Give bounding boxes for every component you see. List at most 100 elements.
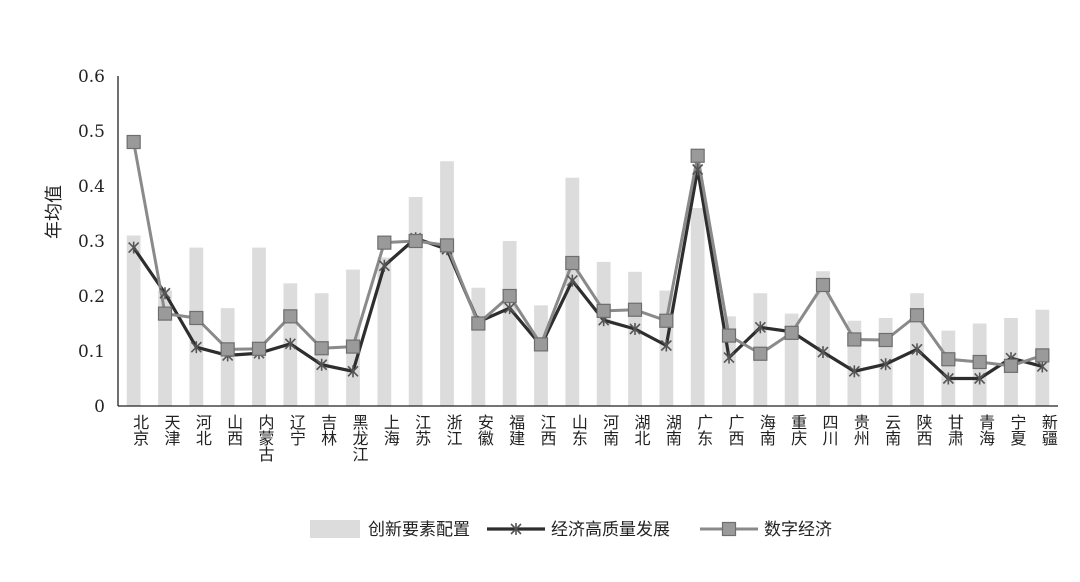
point-经济高质量发展-云南 xyxy=(880,358,892,371)
legend-label: 创新要素配置 xyxy=(368,520,470,540)
y-tick-label: 0.5 xyxy=(78,122,105,142)
bar-浙江 xyxy=(440,161,454,406)
y-tick-label: 0.1 xyxy=(78,342,105,362)
bar-上海 xyxy=(377,257,392,406)
category-label: 山西 xyxy=(224,414,243,446)
category-label: 海南 xyxy=(757,414,776,446)
point-数字经济-北京 xyxy=(126,134,141,150)
point-数字经济-四川 xyxy=(815,277,831,293)
category-label: 浙江 xyxy=(444,414,463,446)
point-经济高质量发展-广西 xyxy=(723,351,735,364)
point-经济高质量发展-黑龙江 xyxy=(347,365,359,378)
point-数字经济-福建 xyxy=(502,288,517,304)
point-数字经济-内蒙古 xyxy=(251,341,267,356)
point-数字经济-重庆 xyxy=(784,325,799,340)
bar-河北 xyxy=(189,247,204,406)
category-label: 河北 xyxy=(193,414,212,446)
point-数字经济-浙江 xyxy=(439,238,455,253)
point-经济高质量发展-海南 xyxy=(754,321,766,334)
point-数字经济-广东 xyxy=(690,148,705,163)
category-label: 福建 xyxy=(506,414,525,446)
point-经济高质量发展-甘肃 xyxy=(942,372,954,385)
category-label: 四川 xyxy=(820,414,839,446)
bar-甘肃 xyxy=(941,330,956,406)
category-label: 新疆 xyxy=(1039,414,1058,446)
point-数字经济-陕西 xyxy=(909,308,925,323)
point-数字经济-海南 xyxy=(753,346,768,361)
bar-安徽 xyxy=(471,287,486,406)
point-数字经济-广西 xyxy=(721,328,737,343)
point-经济高质量发展-河北 xyxy=(190,341,202,354)
y-tick-label: 0.6 xyxy=(78,67,105,87)
point-数字经济-山西 xyxy=(220,342,235,357)
line-数字经济 xyxy=(132,141,1043,368)
bar-北京 xyxy=(126,235,141,406)
point-经济高质量发展-福建 xyxy=(504,302,516,315)
legend-swatch-bar xyxy=(310,520,360,538)
bar-河南 xyxy=(596,261,611,406)
point-数字经济-河北 xyxy=(189,310,204,326)
category-label: 湖南 xyxy=(663,414,682,446)
point-数字经济-辽宁 xyxy=(283,309,298,324)
category-label: 吉林 xyxy=(318,414,337,446)
point-数字经济-湖北 xyxy=(627,302,643,317)
bar-内蒙古 xyxy=(252,247,266,406)
point-数字经济-宁夏 xyxy=(1003,358,1019,373)
point-经济高质量发展-上海 xyxy=(378,259,390,272)
category-label: 天津 xyxy=(162,414,181,446)
y-tick-label: 0.4 xyxy=(78,177,105,197)
point-数字经济-天津 xyxy=(157,306,173,321)
point-经济高质量发展-四川 xyxy=(817,346,829,359)
category-label: 黑龙江 xyxy=(350,414,369,462)
category-label: 江苏 xyxy=(412,414,431,447)
point-经济高质量发展-北京 xyxy=(128,241,140,254)
point-经济高质量发展-广东 xyxy=(692,163,704,176)
legend-star-marker xyxy=(510,523,522,535)
point-数字经济-黑龙江 xyxy=(345,339,361,354)
bar-湖北 xyxy=(628,271,642,406)
legend-item: 创新要素配置 xyxy=(310,520,470,540)
point-经济高质量发展-贵州 xyxy=(848,365,860,378)
point-数字经济-上海 xyxy=(377,235,392,250)
point-数字经济-新疆 xyxy=(1035,348,1050,363)
point-数字经济-湖南 xyxy=(659,313,674,328)
category-label: 广西 xyxy=(726,414,745,446)
bar-黑龙江 xyxy=(346,269,360,406)
category-label: 上海 xyxy=(381,414,400,446)
point-数字经济-云南 xyxy=(878,332,893,348)
point-数字经济-河南 xyxy=(596,303,611,318)
legend-label: 数字经济 xyxy=(764,520,832,540)
y-axis-label: 年均值 xyxy=(44,185,65,239)
category-label: 陕西 xyxy=(914,414,933,446)
legend: 创新要素配置 经济高质量发展 数字经济 xyxy=(310,520,832,540)
bar-福建 xyxy=(502,241,517,406)
category-label: 云南 xyxy=(882,414,901,446)
legend-item: 经济高质量发展 xyxy=(487,520,670,540)
point-数字经济-吉林 xyxy=(314,341,329,356)
category-label: 广东 xyxy=(694,414,713,446)
category-label: 江西 xyxy=(538,414,557,446)
category-label: 湖北 xyxy=(632,414,651,446)
y-tick-label: 0.2 xyxy=(78,287,105,307)
line-经济高质量发展 xyxy=(132,167,1043,381)
category-label: 山东 xyxy=(569,414,588,446)
point-数字经济-甘肃 xyxy=(941,352,956,367)
bar-广东 xyxy=(690,208,705,406)
category-label: 宁夏 xyxy=(1008,414,1027,446)
point-数字经济-江西 xyxy=(533,337,549,352)
bar-山东 xyxy=(565,177,580,406)
y-tick-labels: 0 0.1 0.2 0.3 0.4 0.5 0.6 xyxy=(78,67,105,417)
legend-item: 数字经济 xyxy=(700,520,832,540)
category-label: 甘肃 xyxy=(945,414,964,446)
category-label: 河南 xyxy=(600,414,619,446)
category-label: 辽宁 xyxy=(287,414,306,446)
point-数字经济-山东 xyxy=(565,255,580,271)
category-label: 贵州 xyxy=(851,414,870,446)
bar-四川 xyxy=(816,271,830,406)
legend-square-marker xyxy=(721,521,737,537)
category-label: 重庆 xyxy=(788,414,807,446)
category-label: 北京 xyxy=(130,414,149,447)
point-经济高质量发展-天津 xyxy=(159,287,171,300)
point-经济高质量发展-湖北 xyxy=(629,323,641,335)
